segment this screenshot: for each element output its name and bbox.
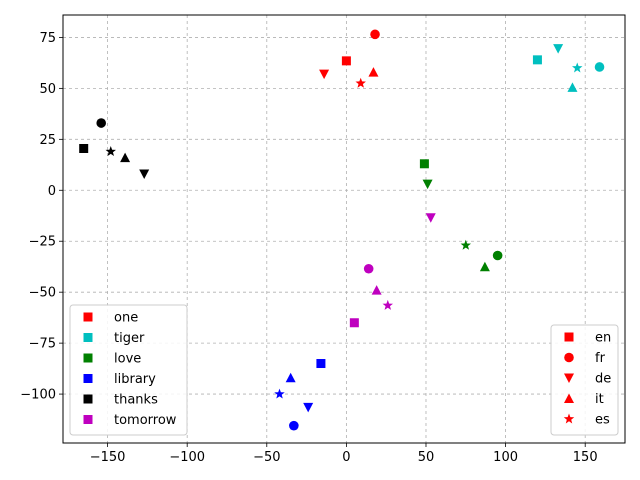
legend-label-de: de [595,372,611,387]
y-tick-label: 50 [39,82,56,97]
point-thanks-es [105,146,116,156]
y-tick-label: 25 [39,133,56,148]
point-thanks-en [79,143,89,153]
legend-label-fr: fr [595,351,606,366]
point-library-es [274,388,285,399]
point-tiger-es [572,62,583,73]
legend-label-thanks: thanks [114,393,158,408]
point-library-en [316,359,326,369]
y-tick-label: −50 [29,286,56,301]
point-one-it [368,67,379,77]
legend-marker-es [563,413,575,424]
legend-marker-fr [564,352,574,363]
x-tick-label: 150 [573,450,598,465]
point-tiger-it [567,82,578,92]
axis-ticks: −150 −100 −50 0 50 100 150 75 50 25 0 −25 −50 −75 −100 [20,31,597,465]
legend-marker-it [564,393,574,403]
x-tick-label: −50 [253,450,280,465]
axes-frame [62,14,626,444]
point-one-fr [370,29,380,40]
point-library-de [303,402,314,413]
point-tiger-en [532,55,542,65]
legend-marker-de [564,373,574,383]
language-legend-frame [550,324,619,436]
legend-marker-one [83,312,93,322]
x-tick-label: −150 [90,450,126,465]
x-tick-label: 0 [342,450,350,465]
word-legend: one tiger love library thanks tomorrow [69,304,188,436]
y-tick-label: −75 [29,337,56,352]
point-love-es [460,239,472,250]
point-love-it [479,261,490,272]
legend-label-es: es [595,413,610,428]
point-tiger-de [553,44,564,54]
point-tomorrow-en [349,318,359,328]
legend-label-tiger: tiger [114,331,145,346]
point-love-de [422,179,433,190]
y-tick-label: 75 [39,31,56,46]
legend-label-one: one [114,311,138,326]
point-tomorrow-es [382,299,394,310]
y-tick-label: −100 [20,388,56,403]
legend-label-en: en [595,331,611,346]
legend-marker-thanks [83,394,93,404]
point-one-en [341,56,351,66]
legend-label-love: love [114,352,141,367]
point-library-it [285,372,296,383]
legend-marker-tomorrow [83,415,93,424]
point-love-fr [492,250,503,261]
point-thanks-it [120,152,131,163]
legend-marker-en [564,332,574,342]
point-tomorrow-fr [363,263,374,274]
data-points [79,29,605,431]
language-legend: en fr de it es [550,324,619,436]
point-tiger-fr [594,62,605,72]
y-tick-label: −25 [29,235,56,250]
x-tick-label: 100 [493,450,518,465]
legend-marker-tiger [83,333,93,342]
point-library-fr [289,420,299,431]
point-tomorrow-it [371,285,382,295]
word-legend-frame [69,304,188,436]
point-thanks-fr [96,118,107,128]
legend-label-it: it [595,392,604,407]
legend-label-tomorrow: tomorrow [114,413,177,428]
point-love-en [419,159,429,169]
legend-marker-love [83,353,93,363]
x-tick-label: −100 [169,450,205,465]
legend-marker-library [83,374,93,383]
legend-label-library: library [114,372,156,387]
x-tick-label: 50 [418,450,435,465]
point-one-es [355,77,366,88]
point-tomorrow-de [425,213,436,223]
y-tick-label: 0 [48,184,56,199]
point-thanks-de [139,169,150,179]
point-one-de [319,69,330,80]
